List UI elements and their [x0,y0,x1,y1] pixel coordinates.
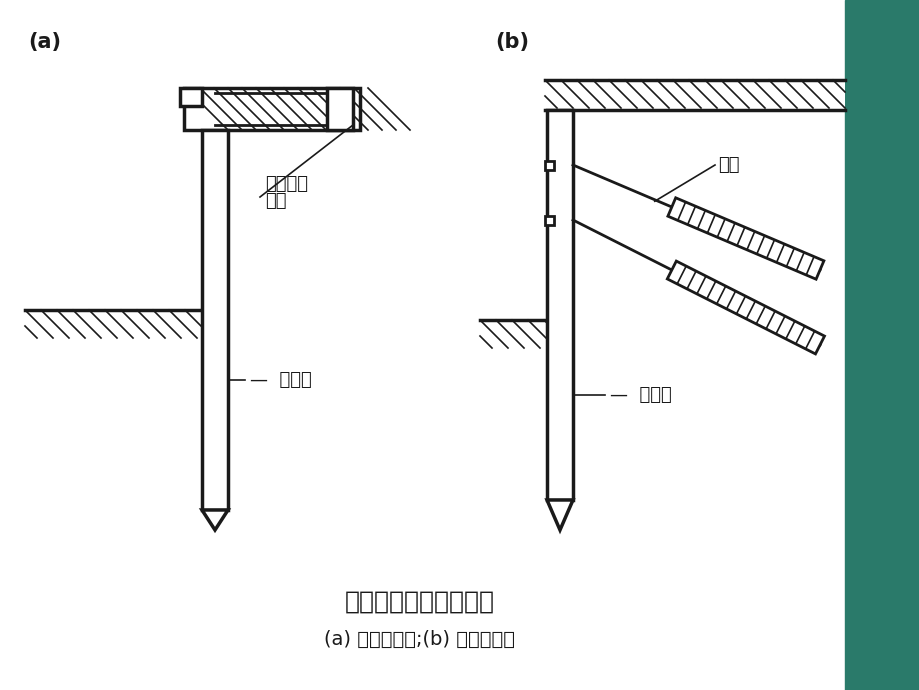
Bar [544,80,844,110]
Bar [202,130,228,510]
Text: 锚杆: 锚杆 [717,156,739,174]
Text: (b): (b) [494,32,528,52]
Text: (a): (a) [28,32,61,52]
Polygon shape [667,198,823,279]
Text: 地面拉锚: 地面拉锚 [265,175,308,193]
Bar [844,0,919,690]
Bar [326,88,353,130]
Bar [180,88,202,106]
Bar [184,88,359,130]
Polygon shape [547,500,573,530]
Bar [544,161,553,170]
Text: (a) 地面拉锚式;(b) 土层拉锚式: (a) 地面拉锚式;(b) 土层拉锚式 [324,630,515,649]
Text: —  桩或墙: — 桩或墙 [250,371,312,389]
Text: 锚桩: 锚桩 [265,192,286,210]
Bar [544,216,553,225]
Bar [547,110,573,500]
Polygon shape [666,261,823,354]
Text: 拉锚式支护结构示意图: 拉锚式支护结构示意图 [345,590,494,614]
Polygon shape [202,510,228,530]
Text: —  桩或墙: — 桩或墙 [609,386,671,404]
